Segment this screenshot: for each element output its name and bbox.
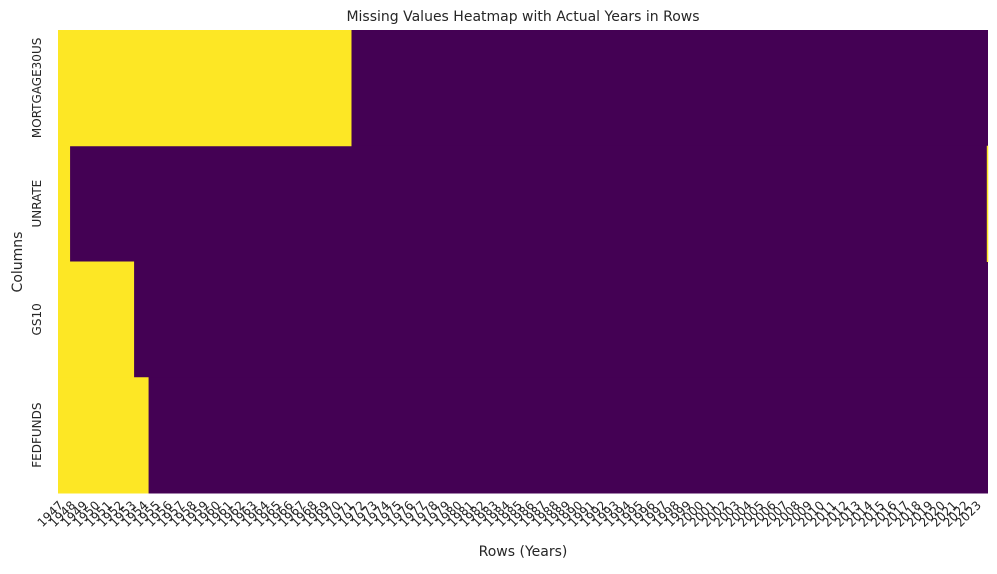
missing-cell-unrate-1	[58, 145, 71, 262]
chart-title: Missing Values Heatmap with Actual Years…	[346, 9, 699, 25]
missing-cell-mortgage30us-0	[58, 30, 352, 147]
x-tick-labels: 1947194819491950195119521953195419551956…	[35, 498, 984, 529]
row-present-gs10	[58, 261, 988, 378]
y-axis-label: Columns	[10, 232, 26, 293]
missing-cell-gs10-3	[58, 261, 135, 378]
row-present-unrate	[58, 145, 988, 262]
row-present-fedfunds	[58, 377, 988, 494]
y-tick-labels: MORTGAGE30US UNRATE GS10 FEDFUNDS	[30, 38, 44, 468]
x-axis-label: Rows (Years)	[479, 544, 568, 560]
y-tick-fedfunds: FEDFUNDS	[30, 403, 44, 468]
missing-cell-unrate-2	[986, 145, 989, 262]
heatmap-cells	[58, 30, 989, 494]
y-tick-gs10: GS10	[30, 303, 44, 335]
missing-cell-fedfunds-4	[58, 377, 149, 494]
y-tick-unrate: UNRATE	[30, 180, 44, 228]
y-tick-mortgage30us: MORTGAGE30US	[30, 38, 44, 138]
